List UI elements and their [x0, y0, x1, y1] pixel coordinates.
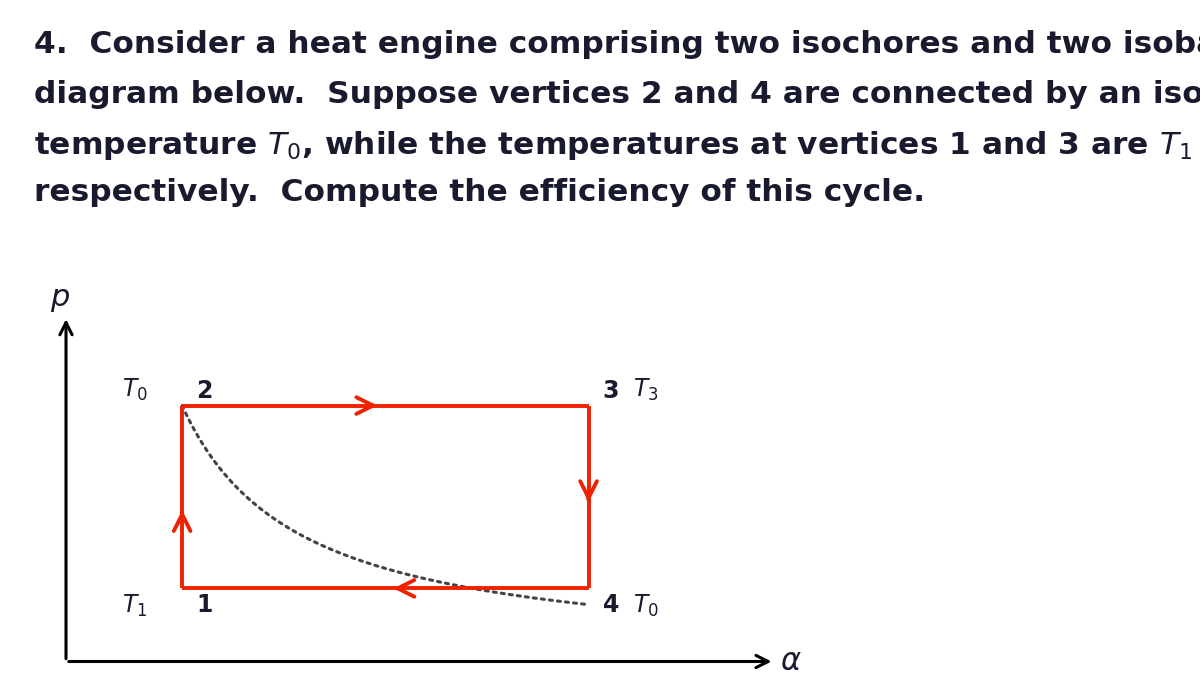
Text: 2: 2: [196, 379, 212, 402]
Text: 4: 4: [602, 593, 619, 617]
Text: 4.  Consider a heat engine comprising two isochores and two isobars, as in the: 4. Consider a heat engine comprising two…: [34, 30, 1200, 59]
Text: respectively.  Compute the efficiency of this cycle.: respectively. Compute the efficiency of …: [34, 178, 925, 207]
Text: $\alpha$: $\alpha$: [780, 647, 802, 675]
Text: temperature $T_0$, while the temperatures at vertices 1 and 3 are $T_1$ and $T_3: temperature $T_0$, while the temperature…: [34, 129, 1200, 162]
Text: $T_0$: $T_0$: [121, 377, 148, 402]
Text: 3: 3: [602, 379, 619, 402]
Text: diagram below.  Suppose vertices 2 and 4 are connected by an isotherm of: diagram below. Suppose vertices 2 and 4 …: [34, 80, 1200, 109]
Text: $T_1$: $T_1$: [121, 593, 148, 619]
Text: 1: 1: [196, 593, 212, 617]
Text: $p$: $p$: [50, 285, 71, 314]
Text: $T_3$: $T_3$: [632, 377, 659, 402]
Text: $T_0$: $T_0$: [632, 593, 659, 619]
